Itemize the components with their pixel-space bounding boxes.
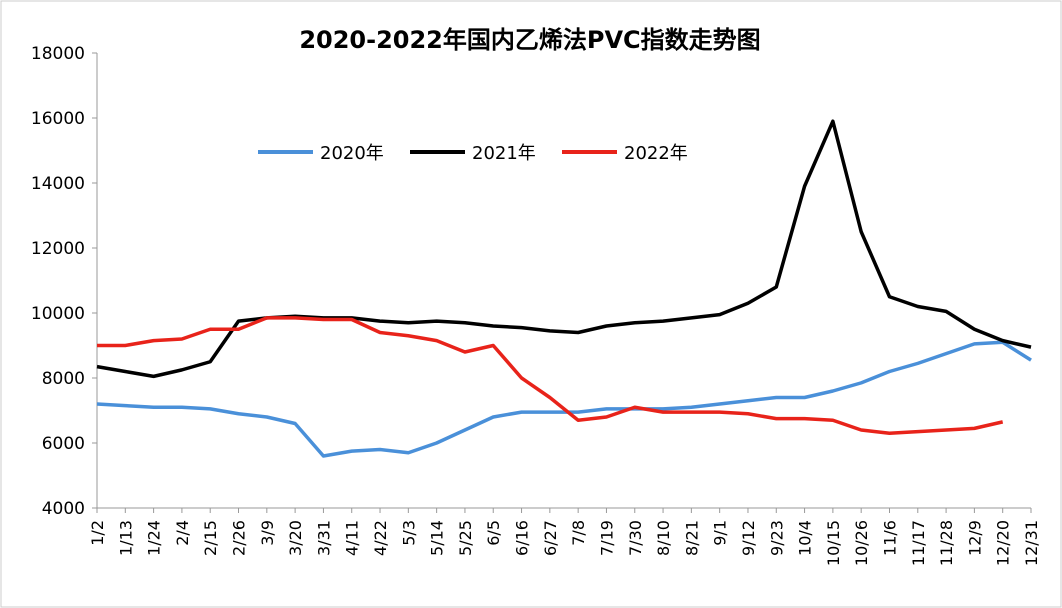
x-tick-label: 12/31 bbox=[1022, 520, 1041, 566]
legend-label: 2021年 bbox=[472, 143, 536, 164]
x-tick-label: 10/15 bbox=[824, 520, 843, 566]
x-tick-label: 3/9 bbox=[258, 520, 277, 546]
x-tick-label: 4/11 bbox=[343, 520, 362, 556]
chart-title: 2020-2022年国内乙烯法PVC指数走势图 bbox=[299, 26, 760, 54]
x-tick-label: 6/5 bbox=[484, 520, 503, 546]
x-tick-label: 7/30 bbox=[626, 520, 645, 556]
x-tick-label: 7/19 bbox=[597, 520, 616, 556]
x-tick-label: 6/16 bbox=[513, 520, 532, 556]
x-tick-label: 10/4 bbox=[796, 520, 815, 556]
x-tick-label: 8/21 bbox=[682, 520, 701, 556]
y-tick-label: 8000 bbox=[42, 369, 85, 389]
x-tick-label: 12/9 bbox=[965, 520, 984, 556]
legend-label: 2022年 bbox=[624, 143, 688, 164]
x-tick-label: 3/20 bbox=[286, 520, 305, 556]
x-tick-label: 2/15 bbox=[201, 520, 220, 556]
x-tick-label: 2/4 bbox=[173, 520, 192, 546]
x-tick-label: 1/2 bbox=[88, 520, 107, 546]
x-tick-label: 11/6 bbox=[880, 520, 899, 556]
x-tick-label: 11/28 bbox=[937, 520, 956, 566]
y-tick-label: 18000 bbox=[31, 44, 85, 64]
x-tick-label: 10/26 bbox=[852, 520, 871, 566]
x-tick-label: 2/26 bbox=[230, 520, 249, 556]
x-tick-label: 5/3 bbox=[399, 520, 418, 546]
y-tick-label: 12000 bbox=[31, 239, 85, 259]
x-tick-label: 6/27 bbox=[541, 520, 560, 556]
legend-label: 2020年 bbox=[320, 143, 384, 164]
x-tick-label: 9/1 bbox=[711, 520, 730, 546]
x-tick-label: 8/10 bbox=[654, 520, 673, 556]
y-tick-label: 4000 bbox=[42, 499, 85, 519]
series-line bbox=[97, 316, 1004, 435]
series-line bbox=[96, 119, 1032, 379]
y-tick-label: 10000 bbox=[31, 304, 85, 324]
x-tick-label: 1/24 bbox=[145, 520, 164, 556]
y-tick-label: 6000 bbox=[42, 434, 85, 454]
x-tick-label: 9/12 bbox=[739, 520, 758, 556]
y-tick-label: 14000 bbox=[31, 174, 85, 194]
series-line bbox=[96, 340, 1032, 458]
x-tick-label: 3/31 bbox=[314, 520, 333, 556]
x-tick-label: 5/25 bbox=[456, 520, 475, 556]
y-tick-label: 16000 bbox=[31, 109, 85, 129]
x-tick-label: 12/20 bbox=[994, 520, 1013, 566]
x-tick-label: 1/13 bbox=[116, 520, 135, 556]
x-tick-label: 7/8 bbox=[569, 520, 588, 546]
x-tick-label: 5/14 bbox=[428, 520, 447, 556]
x-tick-label: 4/22 bbox=[371, 520, 390, 556]
x-tick-label: 9/23 bbox=[767, 520, 786, 556]
x-tick-label: 11/17 bbox=[909, 520, 928, 566]
